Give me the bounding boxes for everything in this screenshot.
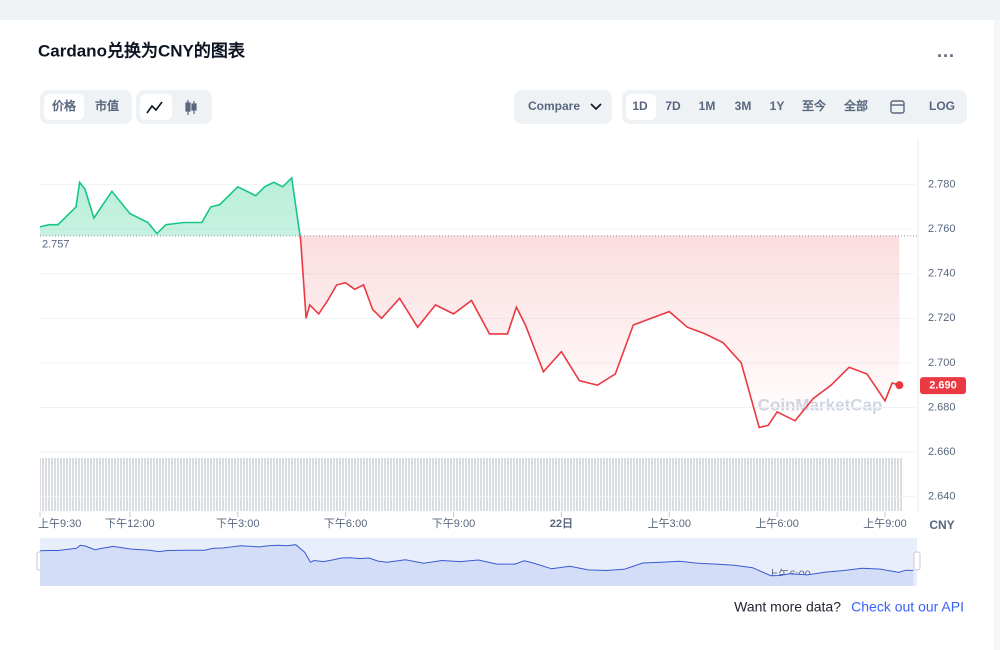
range-button[interactable]: 全部 <box>843 98 868 113</box>
range-button[interactable]: 3M <box>735 99 752 113</box>
last-point <box>895 381 904 390</box>
footer-text: Want more data? <box>734 599 841 615</box>
x-tick-label: 下午12:00 <box>105 517 155 530</box>
range-button[interactable]: 1Y <box>770 99 785 113</box>
compare[interactable]: Compare <box>528 99 580 113</box>
tab[interactable]: 价格 <box>52 98 77 113</box>
compare-box[interactable] <box>514 90 612 124</box>
more-menu[interactable]: ··· <box>937 46 955 66</box>
nav-handle[interactable] <box>913 551 921 571</box>
nav-line <box>39 544 914 577</box>
range-button[interactable]: 1M <box>699 99 716 113</box>
x-tick-label: 上午9:00 <box>863 517 906 530</box>
y-tick-label: 2.740 <box>928 268 956 280</box>
area-down <box>300 235 900 428</box>
range-group <box>622 90 967 124</box>
side-strip <box>994 20 1000 650</box>
y-tick-label: 2.700 <box>928 357 956 369</box>
y-tick-label: 2.780 <box>928 178 956 190</box>
range-button[interactable]: 至今 <box>802 98 827 113</box>
last-price-tag <box>920 377 966 395</box>
x-tick-label: 22日 <box>550 517 573 530</box>
y-tick-label: 2.760 <box>928 223 956 235</box>
y-tick-label: 2.680 <box>928 401 956 413</box>
line-icon <box>146 101 163 114</box>
chart-title: Cardano兑换为CNY的图表 <box>38 40 246 60</box>
x-tick-label: 上午3:00 <box>648 517 691 530</box>
x-tick-label: 上午9:30 <box>38 517 81 530</box>
calendar-icon[interactable] <box>890 100 905 114</box>
y-tick-label: 2.720 <box>928 312 956 324</box>
x-tick-label: 下午6:00 <box>324 517 367 530</box>
currency: CNY <box>929 518 954 532</box>
area-up <box>40 177 900 236</box>
baseline-label: 2.757 <box>42 239 70 251</box>
range-active <box>626 94 656 120</box>
price-line-up <box>39 176 301 236</box>
y-tick-label: 2.640 <box>928 491 956 503</box>
range-button[interactable]: 1D <box>632 99 648 113</box>
candle-icon[interactable] <box>185 100 197 115</box>
price-line-down <box>299 235 900 429</box>
volume-bars <box>40 458 903 511</box>
range-button[interactable]: 7D <box>665 99 681 113</box>
x-tick-label: 上午6:00 <box>755 517 798 530</box>
type-active[interactable] <box>140 94 172 120</box>
x-tick-label: 下午9:00 <box>432 517 475 530</box>
tab-active <box>44 94 84 120</box>
y-tick-label: 2.660 <box>928 446 956 458</box>
log-button[interactable]: LOG <box>929 99 955 113</box>
last-price-label: 2.690 <box>929 380 957 392</box>
top-strip <box>0 0 1000 20</box>
tab[interactable]: 市值 <box>95 98 119 113</box>
x-tick-label: 下午3:00 <box>216 517 259 530</box>
nav-area <box>40 544 914 586</box>
footer-link[interactable]: Check out our API <box>851 599 964 615</box>
chevron <box>590 103 602 111</box>
